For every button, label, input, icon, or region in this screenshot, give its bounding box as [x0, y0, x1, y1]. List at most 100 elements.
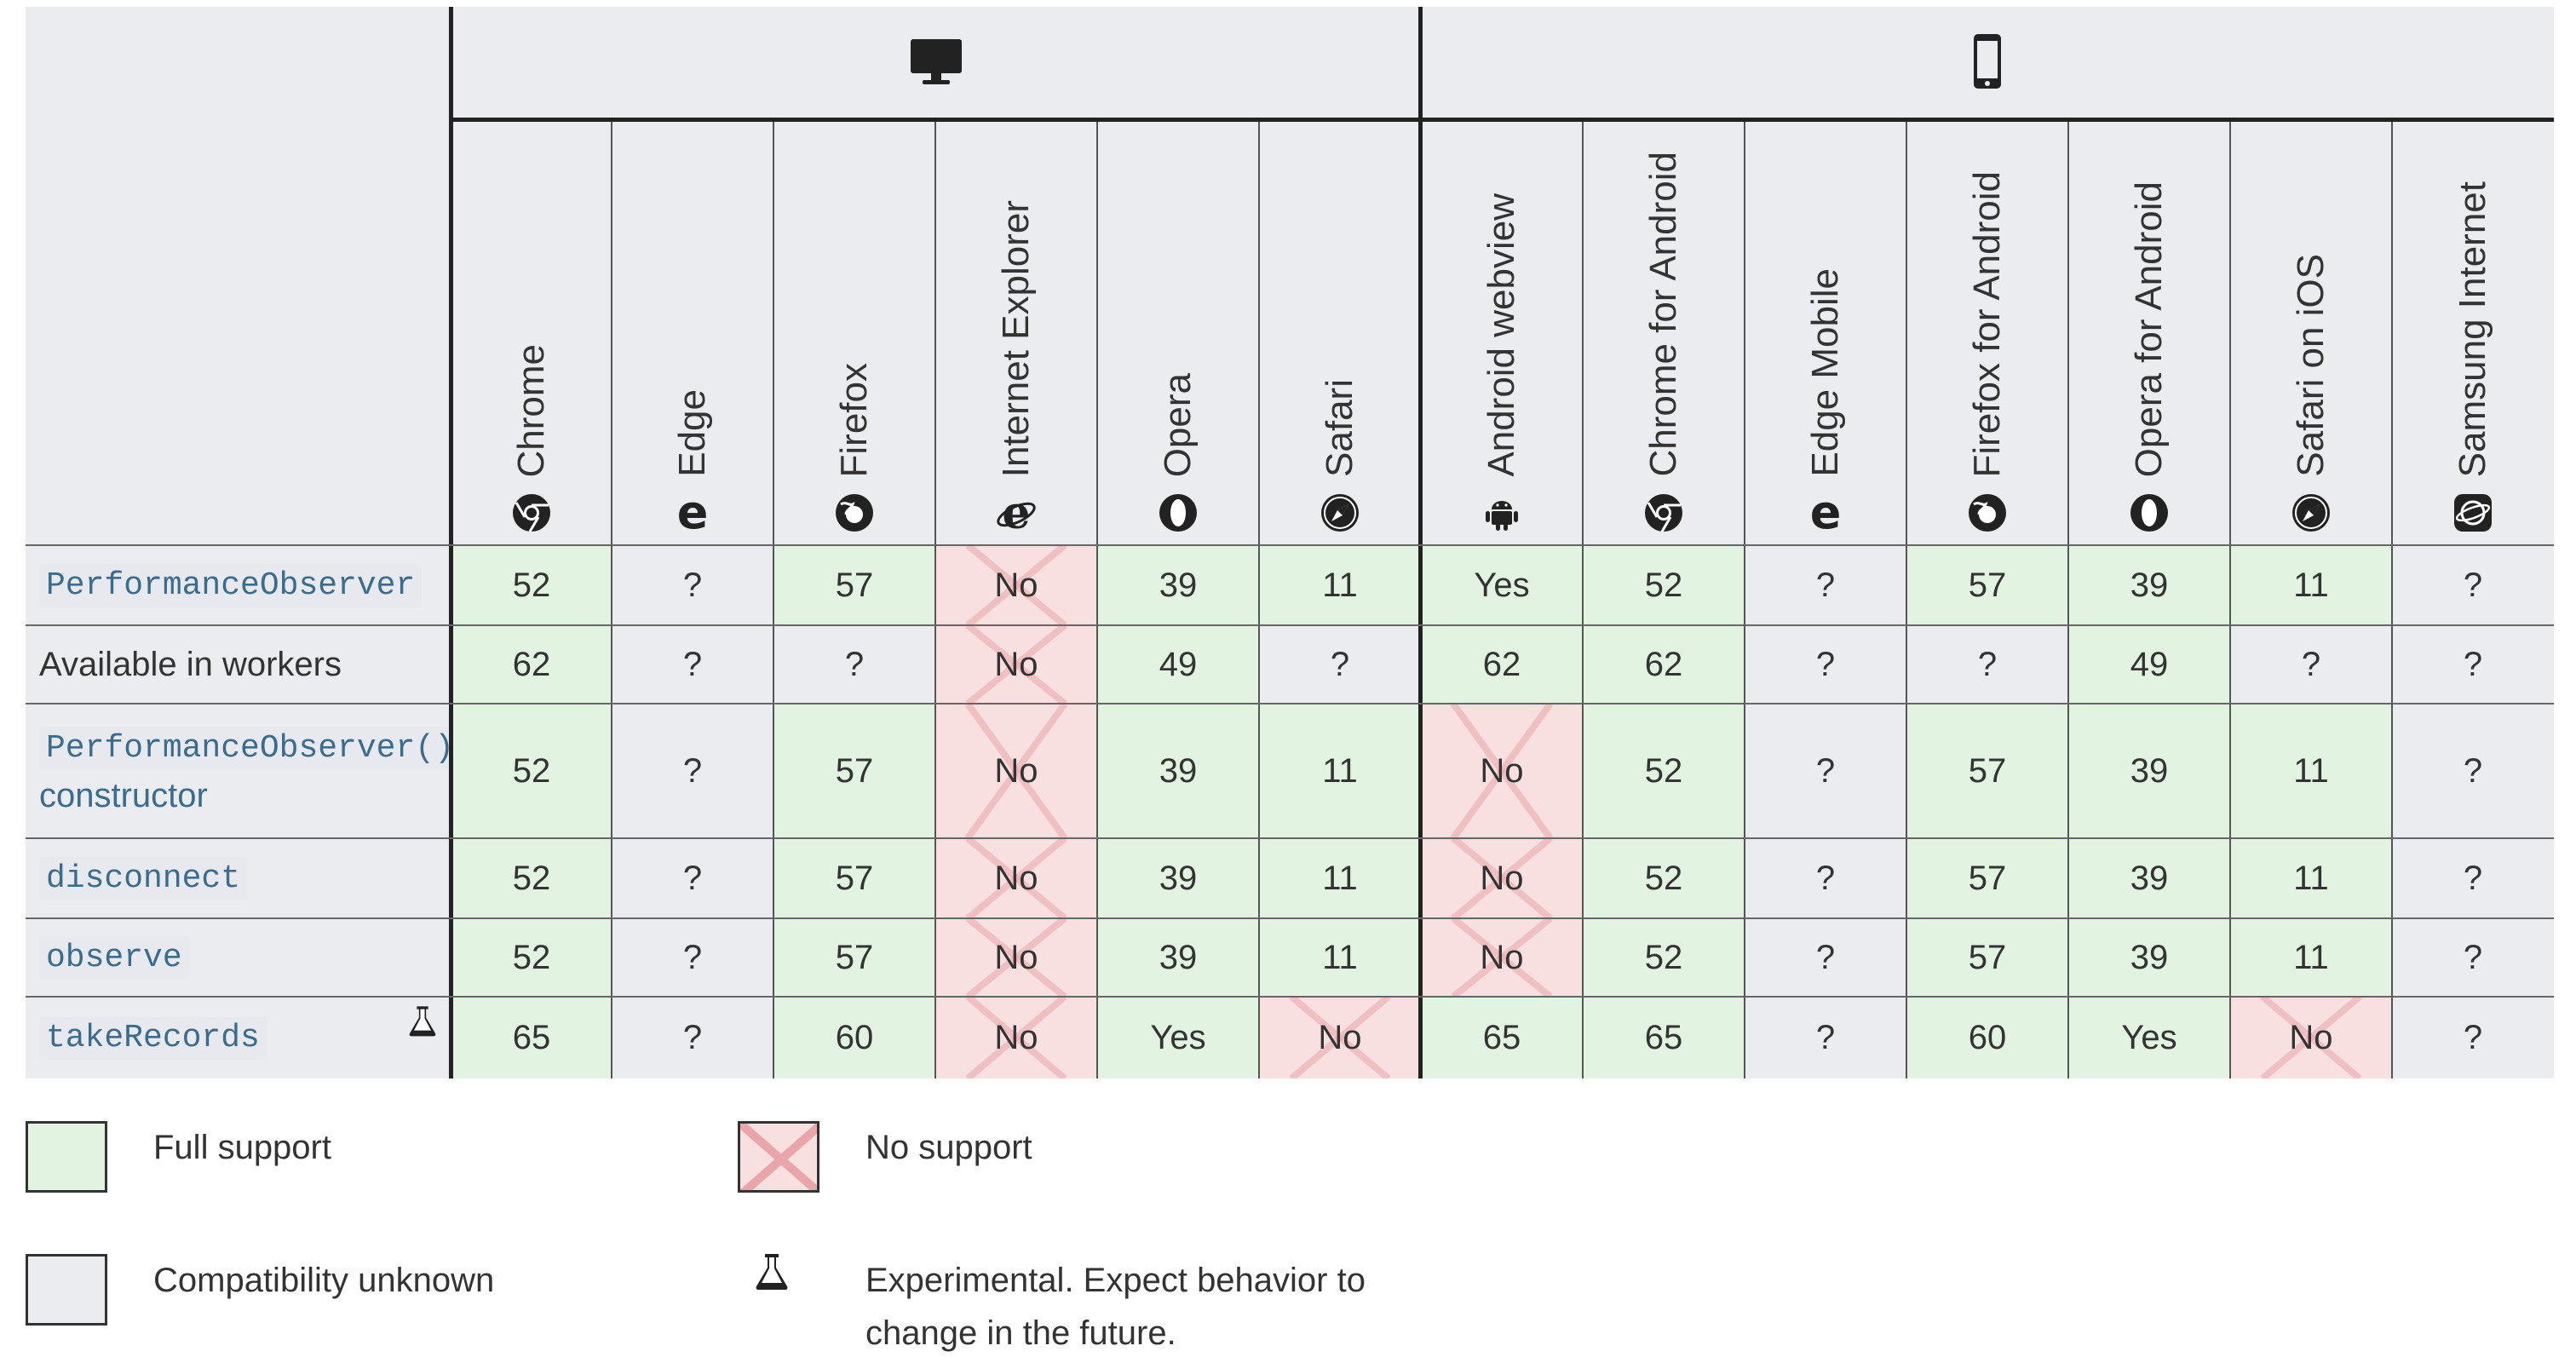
support-cell-unknown[interactable]: ?	[1906, 625, 2068, 704]
feature-name[interactable]: disconnect	[39, 856, 248, 900]
support-value: Yes	[1474, 566, 1530, 604]
support-cell-full[interactable]: 57	[773, 545, 935, 625]
support-cell-full[interactable]: 62	[1583, 625, 1745, 704]
support-value: 57	[835, 938, 874, 976]
support-value: ?	[844, 645, 865, 683]
support-cell-none[interactable]: No	[935, 918, 1097, 997]
support-cell-none[interactable]: No	[1421, 838, 1583, 918]
support-cell-full[interactable]: 57	[773, 704, 935, 838]
opera-icon	[1158, 492, 1199, 533]
support-cell-full[interactable]: 11	[2230, 545, 2392, 625]
support-cell-full[interactable]: 52	[451, 838, 612, 918]
support-cell-full[interactable]: 11	[2230, 838, 2392, 918]
support-cell-full[interactable]: 52	[451, 704, 612, 838]
support-cell-full[interactable]: 57	[1906, 838, 2068, 918]
support-cell-unknown[interactable]: ?	[612, 704, 773, 838]
support-cell-unknown[interactable]: ?	[2392, 545, 2554, 625]
support-value: 39	[1159, 859, 1198, 897]
support-cell-none[interactable]: No	[1421, 918, 1583, 997]
support-cell-unknown[interactable]: ?	[2392, 918, 2554, 997]
support-cell-full[interactable]: 39	[1097, 838, 1259, 918]
support-cell-full[interactable]: 60	[773, 997, 935, 1078]
support-cell-unknown[interactable]: ?	[2230, 625, 2392, 704]
support-cell-unknown[interactable]: ?	[1745, 704, 1906, 838]
support-cell-full[interactable]: 11	[1259, 918, 1421, 997]
support-cell-none[interactable]: No	[935, 838, 1097, 918]
support-cell-full[interactable]: 39	[2068, 918, 2230, 997]
support-cell-full[interactable]: 57	[1906, 704, 2068, 838]
support-cell-none[interactable]: No	[935, 545, 1097, 625]
support-cell-unknown[interactable]: ?	[773, 625, 935, 704]
support-cell-full[interactable]: 60	[1906, 997, 2068, 1078]
support-cell-unknown[interactable]: ?	[1745, 625, 1906, 704]
support-value: No	[994, 859, 1038, 897]
desktop-icon	[909, 34, 963, 93]
safari-icon	[1320, 492, 1360, 533]
support-cell-full[interactable]: 52	[1583, 918, 1745, 997]
support-cell-full[interactable]: 52	[1583, 838, 1745, 918]
feature-name[interactable]: observe	[39, 935, 189, 980]
support-cell-none[interactable]: No	[935, 704, 1097, 838]
chrome-icon	[511, 492, 552, 533]
support-cell-none[interactable]: No	[2230, 997, 2392, 1078]
support-cell-full[interactable]: 57	[1906, 545, 2068, 625]
support-cell-full[interactable]: 65	[1583, 997, 1745, 1078]
support-cell-full[interactable]: 39	[1097, 704, 1259, 838]
support-cell-full[interactable]: 11	[1259, 838, 1421, 918]
support-cell-full[interactable]: 62	[1421, 625, 1583, 704]
support-cell-full[interactable]: 52	[451, 918, 612, 997]
support-cell-full[interactable]: 49	[1097, 625, 1259, 704]
support-cell-unknown[interactable]: ?	[612, 838, 773, 918]
support-cell-full[interactable]: 11	[2230, 704, 2392, 838]
feature-name[interactable]: PerformanceObserver()	[39, 727, 451, 770]
support-cell-none[interactable]: No	[935, 625, 1097, 704]
support-cell-unknown[interactable]: ?	[1745, 838, 1906, 918]
browser-name: Firefox	[833, 362, 875, 477]
support-cell-full[interactable]: 11	[2230, 918, 2392, 997]
feature-name[interactable]: PerformanceObserver	[39, 563, 423, 607]
support-cell-unknown[interactable]: ?	[1745, 918, 1906, 997]
support-cell-none[interactable]: No	[1259, 997, 1421, 1078]
support-cell-full[interactable]: 57	[773, 918, 935, 997]
support-cell-full[interactable]: 65	[451, 997, 612, 1078]
support-cell-full[interactable]: Yes	[2068, 997, 2230, 1078]
support-cell-unknown[interactable]: ?	[612, 997, 773, 1078]
support-cell-full[interactable]: 52	[1583, 545, 1745, 625]
support-value: ?	[2301, 645, 2321, 683]
support-cell-none[interactable]: No	[1421, 704, 1583, 838]
browser-name: Opera	[1157, 372, 1199, 477]
support-cell-none[interactable]: No	[935, 997, 1097, 1078]
support-cell-full[interactable]: 57	[1906, 918, 2068, 997]
grid-line	[2391, 119, 2393, 1078]
feature-row-label: observe	[26, 918, 451, 997]
support-cell-unknown[interactable]: ?	[2392, 704, 2554, 838]
support-cell-full[interactable]: 11	[1259, 545, 1421, 625]
support-cell-full[interactable]: 62	[451, 625, 612, 704]
support-cell-unknown[interactable]: ?	[2392, 997, 2554, 1078]
support-cell-unknown[interactable]: ?	[612, 918, 773, 997]
support-cell-full[interactable]: 39	[1097, 545, 1259, 625]
support-cell-full[interactable]: Yes	[1421, 545, 1583, 625]
support-cell-full[interactable]: 11	[1259, 704, 1421, 838]
support-cell-full[interactable]: 39	[2068, 704, 2230, 838]
browser-header: Opera	[1097, 119, 1259, 545]
support-cell-unknown[interactable]: ?	[612, 625, 773, 704]
support-cell-full[interactable]: 39	[2068, 838, 2230, 918]
support-cell-unknown[interactable]: ?	[2392, 838, 2554, 918]
support-cell-unknown[interactable]: ?	[1745, 997, 1906, 1078]
support-value: 62	[1644, 645, 1683, 683]
support-cell-full[interactable]: 49	[2068, 625, 2230, 704]
support-cell-full[interactable]: 39	[1097, 918, 1259, 997]
support-cell-full[interactable]: 52	[451, 545, 612, 625]
feature-name[interactable]: takeRecords	[39, 1015, 267, 1060]
support-cell-unknown[interactable]: ?	[1259, 625, 1421, 704]
support-cell-full[interactable]: 57	[773, 838, 935, 918]
support-cell-full[interactable]: Yes	[1097, 997, 1259, 1078]
feature-sublabel[interactable]: constructor	[39, 777, 208, 814]
support-cell-unknown[interactable]: ?	[612, 545, 773, 625]
support-cell-full[interactable]: 39	[2068, 545, 2230, 625]
support-cell-full[interactable]: 65	[1421, 997, 1583, 1078]
support-cell-unknown[interactable]: ?	[1745, 545, 1906, 625]
support-cell-full[interactable]: 52	[1583, 704, 1745, 838]
support-cell-unknown[interactable]: ?	[2392, 625, 2554, 704]
